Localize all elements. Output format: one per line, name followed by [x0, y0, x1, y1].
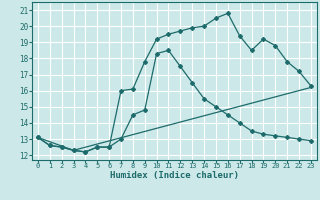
X-axis label: Humidex (Indice chaleur): Humidex (Indice chaleur): [110, 171, 239, 180]
